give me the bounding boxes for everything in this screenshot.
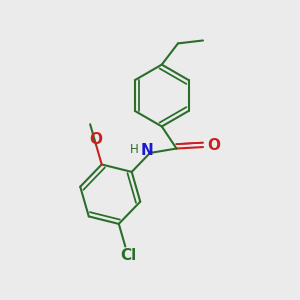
- Text: O: O: [89, 132, 102, 147]
- Text: N: N: [141, 143, 153, 158]
- Text: O: O: [208, 138, 221, 153]
- Text: H: H: [130, 143, 139, 156]
- Text: Cl: Cl: [120, 248, 136, 263]
